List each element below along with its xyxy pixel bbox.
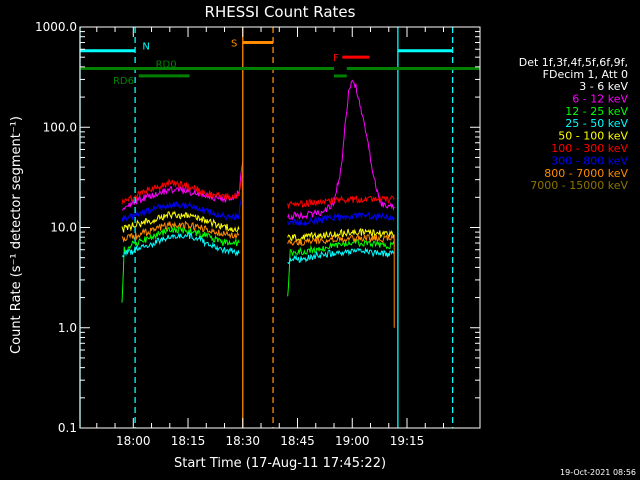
y-axis-label: Count Rate (s⁻¹ detector segment⁻¹) <box>9 116 24 354</box>
series-line-100-300-kev-1 <box>287 195 395 210</box>
chart-title: RHESSI Count Rates <box>205 3 356 21</box>
series-line-800-7000-kev-0 <box>121 220 240 243</box>
y-tick-label: 1000.0 <box>35 20 77 34</box>
legend-entry-50-100-kev: 50 - 100 keV <box>558 130 628 143</box>
series-line-6-12-kev-1 <box>287 79 395 221</box>
legend-entry-100-300-kev: 100 - 300 keV <box>551 142 628 155</box>
x-tick-label: 18:00 <box>116 434 151 448</box>
series-line-25-50-kev-1 <box>287 247 395 265</box>
series-line-100-300-kev-0 <box>121 172 244 205</box>
legend-entry-300-800-kev: 300 - 800 keV <box>551 154 628 167</box>
series-line-12-25-kev-0 <box>121 225 240 303</box>
y-tick-label: 10.0 <box>50 221 77 235</box>
plot-frame <box>79 26 481 429</box>
series-line-300-800-kev-1 <box>287 211 395 227</box>
series-line-12-25-kev-1 <box>287 238 395 297</box>
flag-layer: N S F RD0 RD6 <box>80 39 480 87</box>
series-line-25-50-kev-0 <box>121 231 240 258</box>
legend-header-line-1: Det 1f,3f,4f,5f,6f,9f, <box>519 56 628 69</box>
flag-label-n: N <box>142 42 149 53</box>
series-line-3-6-kev-0 <box>121 233 240 282</box>
x-axis-label: Start Time (17-Aug-11 17:45:22) <box>174 456 386 471</box>
series-line-3-6-kev-1 <box>287 98 395 277</box>
legend-header-line-2: FDecim 1, Att 0 <box>543 68 628 81</box>
series-layer <box>121 79 395 389</box>
flag-label-f: F <box>333 53 339 64</box>
flag-label-rd0: RD0 <box>156 60 177 71</box>
flag-label-rd6: RD6 <box>113 76 134 87</box>
legend-entry-800-7000-kev: 800 - 7000 keV <box>544 167 628 180</box>
series-line-6-12-kev-0 <box>121 161 244 211</box>
x-tick-label: 19:15 <box>390 434 425 448</box>
y-tick-label: 100.0 <box>43 120 77 134</box>
legend-entry-6-12-kev: 6 - 12 keV <box>572 92 628 105</box>
series-line-800-7000-kev-1 <box>287 233 395 246</box>
y-tick-label: 0.1 <box>58 421 77 435</box>
x-tick-label: 18:15 <box>171 434 206 448</box>
flag-label-s: S <box>231 39 237 50</box>
legend-entry-12-25-kev: 12 - 25 keV <box>565 105 628 118</box>
legend-entry-3-6-kev: 3 - 6 keV <box>579 80 628 93</box>
x-tick-label: 19:00 <box>335 434 370 448</box>
series-line-300-800-kev-0 <box>121 182 244 222</box>
date-stamp: 19-Oct-2021 08:56 <box>560 468 636 477</box>
marker-layer <box>79 27 454 428</box>
series-line-50-100-kev-0 <box>121 210 240 233</box>
series-line-50-100-kev-1 <box>287 227 395 242</box>
y-tick-label: 1.0 <box>58 321 77 335</box>
x-tick-label: 18:30 <box>225 434 260 448</box>
tick-layer <box>80 26 481 429</box>
x-tick-label: 18:45 <box>280 434 315 448</box>
legend-entry-25-50-kev: 25 - 50 keV <box>565 117 628 130</box>
axis-text-layer: 18:00 18:15 18:30 18:45 19:00 19:15 0.1 1.0 10.0… <box>35 20 424 448</box>
legend-entry-7000-15000-kev: 7000 - 15000 keV <box>530 179 628 192</box>
